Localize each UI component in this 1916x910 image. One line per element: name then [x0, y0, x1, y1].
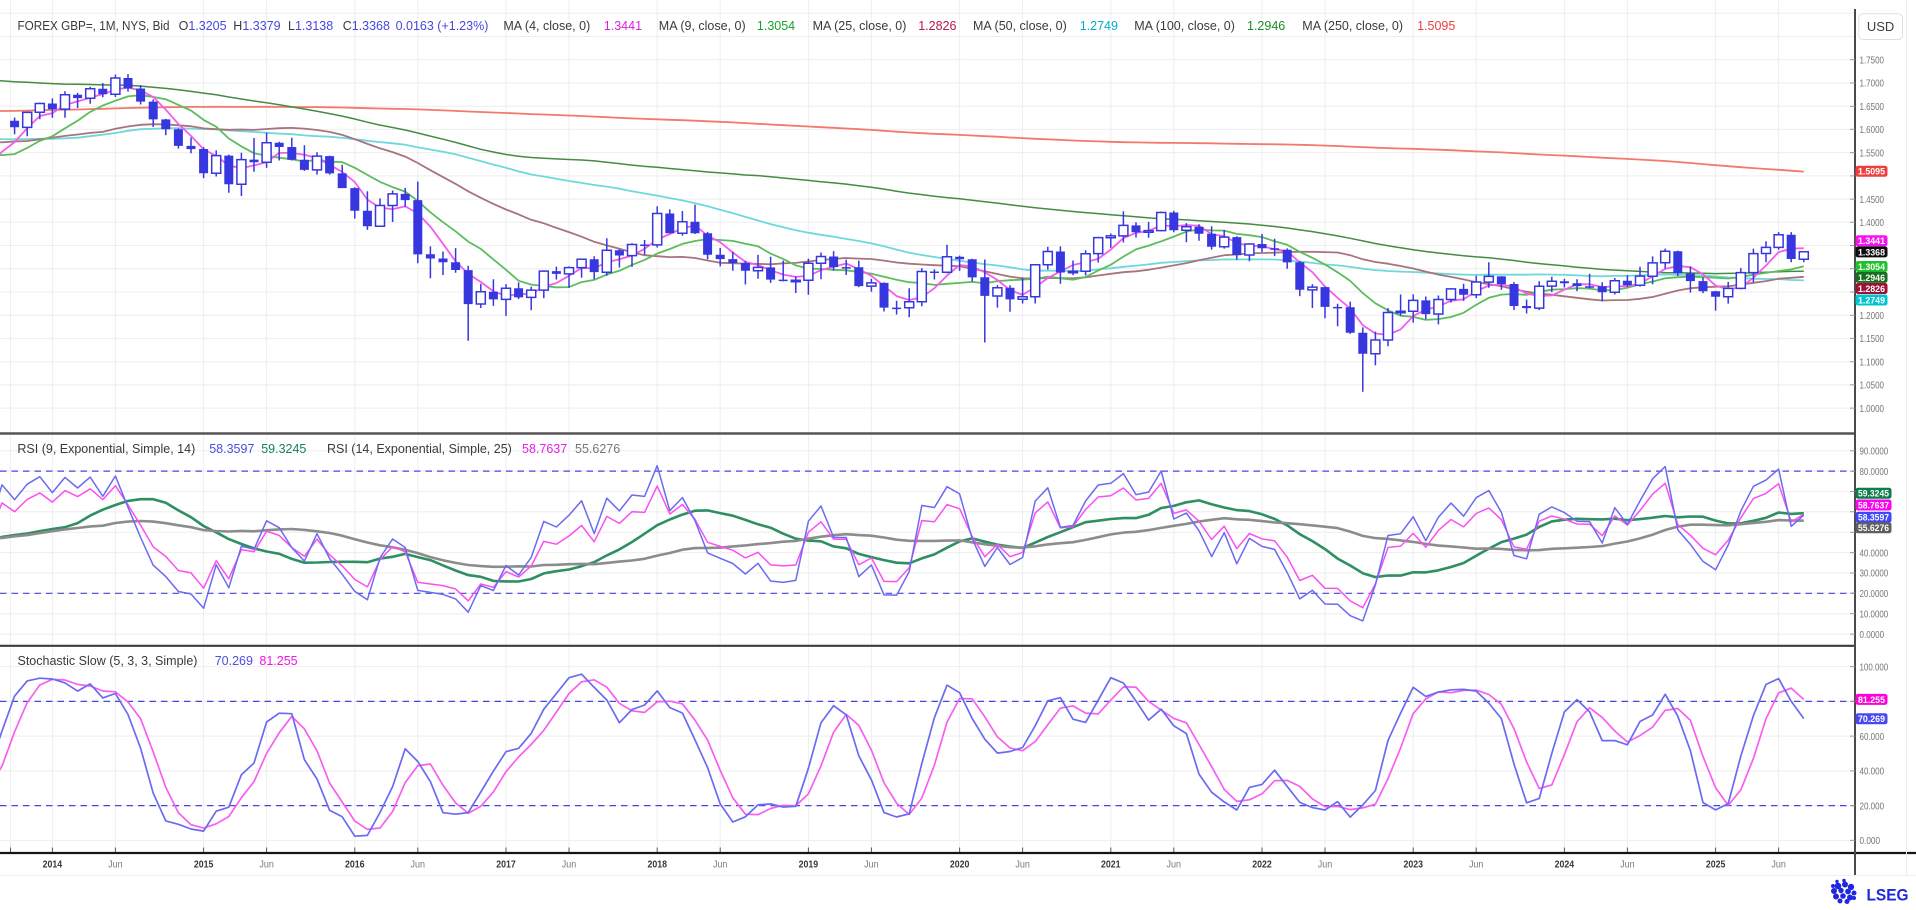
svg-text:2024: 2024	[1555, 858, 1575, 870]
svg-text:MA (25, close, 0): MA (25, close, 0)	[813, 19, 907, 33]
svg-text:Jun: Jun	[108, 858, 123, 870]
svg-text:55.6276: 55.6276	[1858, 523, 1889, 534]
svg-text:1.7000: 1.7000	[1860, 78, 1885, 90]
svg-text:Jun: Jun	[1469, 858, 1484, 870]
svg-text:100.000: 100.000	[1860, 661, 1889, 673]
svg-text:1.3441: 1.3441	[604, 19, 642, 33]
svg-text:Jun: Jun	[1318, 858, 1333, 870]
svg-text:0.0163 (+1.23%): 0.0163 (+1.23%)	[396, 19, 489, 33]
svg-text:59.3245: 59.3245	[1858, 489, 1890, 500]
svg-text:81.255: 81.255	[259, 654, 297, 668]
svg-text:L1.3138: L1.3138	[288, 19, 333, 33]
svg-text:2016: 2016	[345, 858, 365, 870]
svg-text:20.000: 20.000	[1860, 800, 1885, 812]
svg-text:70.269: 70.269	[215, 654, 253, 668]
svg-text:81.255: 81.255	[1858, 695, 1886, 706]
svg-text:1.3054: 1.3054	[757, 19, 795, 33]
svg-text:2021: 2021	[1101, 858, 1121, 870]
svg-text:1.2826: 1.2826	[918, 19, 956, 33]
svg-text:1.2000: 1.2000	[1860, 310, 1885, 322]
svg-text:2023: 2023	[1403, 858, 1423, 870]
svg-text:MA (50, close, 0): MA (50, close, 0)	[973, 19, 1067, 33]
svg-text:0.000: 0.000	[1860, 835, 1881, 847]
svg-text:Jun: Jun	[864, 858, 879, 870]
svg-text:1.2946: 1.2946	[1247, 19, 1285, 33]
svg-text:USD: USD	[1867, 19, 1894, 34]
svg-text:1.5500: 1.5500	[1860, 147, 1885, 159]
svg-text:20.0000: 20.0000	[1860, 588, 1889, 600]
svg-text:Stochastic Slow (5, 3, 3, Simp: Stochastic Slow (5, 3, 3, Simple)	[18, 654, 198, 668]
svg-text:60.000: 60.000	[1860, 731, 1885, 743]
svg-text:70.269: 70.269	[1858, 714, 1885, 725]
svg-text:Jun: Jun	[1620, 858, 1635, 870]
svg-text:1.2749: 1.2749	[1858, 295, 1885, 306]
svg-text:2017: 2017	[496, 858, 516, 870]
svg-text:58.7637: 58.7637	[522, 442, 567, 456]
svg-text:1.3441: 1.3441	[1858, 236, 1886, 247]
svg-text:C1.3368: C1.3368	[343, 19, 390, 33]
svg-text:10.0000: 10.0000	[1860, 608, 1889, 620]
svg-text:MA (4, close, 0): MA (4, close, 0)	[503, 19, 590, 33]
svg-text:Jun: Jun	[562, 858, 577, 870]
svg-text:Jun: Jun	[411, 858, 426, 870]
svg-text:Jun: Jun	[1771, 858, 1786, 870]
svg-text:1.2946: 1.2946	[1858, 273, 1885, 284]
svg-text:40.0000: 40.0000	[1860, 547, 1889, 559]
svg-text:2025: 2025	[1706, 858, 1726, 870]
svg-text:1.2826: 1.2826	[1858, 284, 1885, 295]
svg-text:58.3597: 58.3597	[209, 442, 254, 456]
svg-text:MA (100, close, 0): MA (100, close, 0)	[1134, 19, 1235, 33]
svg-text:RSI (9, Exponential, Simple, 1: RSI (9, Exponential, Simple, 14)	[17, 442, 195, 456]
svg-text:1.0500: 1.0500	[1860, 380, 1885, 392]
svg-text:58.7637: 58.7637	[1858, 500, 1889, 511]
svg-text:Jun: Jun	[713, 858, 728, 870]
svg-text:1.1000: 1.1000	[1860, 356, 1885, 368]
svg-text:Jun: Jun	[1167, 858, 1182, 870]
svg-text:2019: 2019	[799, 858, 819, 870]
svg-text:58.3597: 58.3597	[1858, 513, 1889, 524]
svg-text:MA (9, close, 0): MA (9, close, 0)	[659, 19, 746, 33]
svg-text:1.3368: 1.3368	[1858, 247, 1886, 258]
svg-text:80.0000: 80.0000	[1860, 466, 1889, 478]
svg-text:1.5095: 1.5095	[1858, 167, 1886, 178]
svg-text:Jun: Jun	[259, 858, 274, 870]
svg-text:MA (250, close, 0): MA (250, close, 0)	[1302, 19, 1403, 33]
svg-text:90.0000: 90.0000	[1860, 445, 1889, 457]
svg-text:1.6000: 1.6000	[1860, 124, 1885, 136]
svg-text:H1.3379: H1.3379	[233, 19, 280, 33]
svg-text:1.6500: 1.6500	[1860, 101, 1885, 113]
svg-text:1.2749: 1.2749	[1080, 19, 1118, 33]
svg-text:1.4000: 1.4000	[1860, 217, 1885, 229]
svg-text:2014: 2014	[43, 858, 63, 870]
svg-text:1.5095: 1.5095	[1417, 19, 1455, 33]
svg-text:40.000: 40.000	[1860, 766, 1885, 778]
svg-text:2022: 2022	[1252, 858, 1272, 870]
svg-text:2020: 2020	[950, 858, 970, 870]
svg-text:2018: 2018	[647, 858, 667, 870]
svg-text:1.0000: 1.0000	[1860, 403, 1885, 415]
svg-text:LSEG: LSEG	[1867, 887, 1909, 905]
svg-text:30.0000: 30.0000	[1860, 568, 1889, 580]
svg-text:RSI (14, Exponential, Simple,: RSI (14, Exponential, Simple, 25)	[327, 442, 512, 456]
svg-text:FOREX GBP=, 1M, NYS, Bid: FOREX GBP=, 1M, NYS, Bid	[18, 19, 170, 33]
svg-text:55.6276: 55.6276	[575, 442, 620, 456]
svg-text:1.4500: 1.4500	[1860, 194, 1885, 206]
svg-text:1.3054: 1.3054	[1858, 262, 1886, 273]
svg-text:59.3245: 59.3245	[261, 442, 306, 456]
svg-text:Jun: Jun	[1015, 858, 1030, 870]
svg-text:1.1500: 1.1500	[1860, 333, 1885, 345]
svg-text:O1.3205: O1.3205	[179, 19, 227, 33]
svg-text:2015: 2015	[194, 858, 214, 870]
svg-text:1.7500: 1.7500	[1860, 54, 1885, 66]
svg-text:0.0000: 0.0000	[1860, 629, 1885, 641]
